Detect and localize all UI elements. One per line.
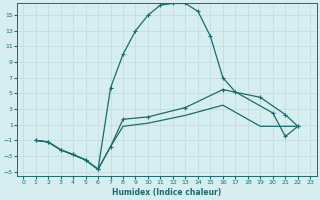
X-axis label: Humidex (Indice chaleur): Humidex (Indice chaleur) [112,188,221,197]
